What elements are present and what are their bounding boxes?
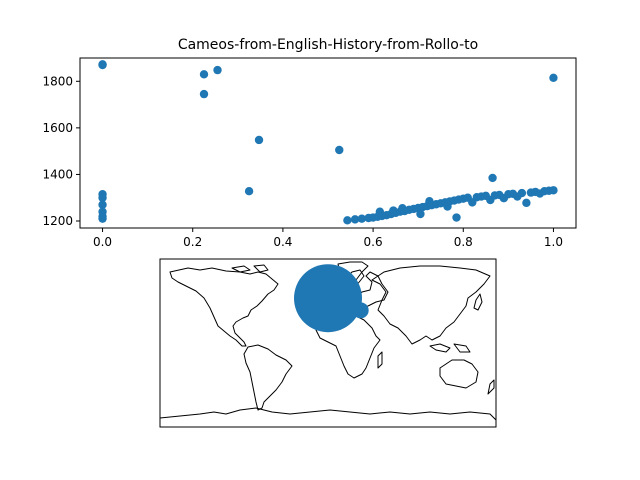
map-marker — [352, 302, 369, 319]
scatter-point — [213, 65, 222, 75]
scatter-point — [254, 135, 264, 145]
chart-title: Cameos-from-English-History-from-Rollo-t… — [178, 37, 478, 53]
scatter-point — [488, 173, 497, 183]
scatter-point — [244, 187, 254, 196]
y-axis-ticks: 1200 1400 1600 1800 — [42, 74, 80, 228]
y-tick-label: 1200 — [42, 214, 73, 228]
y-tick-label: 1800 — [42, 74, 73, 88]
world-map — [159, 258, 497, 428]
map-markers — [294, 264, 369, 333]
scatter-points — [98, 60, 558, 225]
scatter-point — [98, 200, 107, 209]
scatter-point — [357, 214, 367, 223]
scatter-point — [350, 215, 360, 224]
scatter-point — [199, 89, 209, 99]
y-tick-label: 1400 — [42, 167, 73, 181]
scatter-point — [522, 198, 531, 208]
x-tick-label: 1.0 — [544, 235, 563, 249]
x-tick-label: 0.6 — [364, 235, 383, 249]
scatter-point — [98, 60, 107, 69]
y-tick-label: 1600 — [42, 121, 73, 135]
scatter-point — [416, 209, 425, 219]
map-marker — [294, 264, 362, 333]
x-tick-label: 0.8 — [454, 235, 473, 249]
scatter-point — [199, 70, 209, 79]
x-tick-label: 0.2 — [183, 235, 202, 249]
x-tick-label: 0.4 — [273, 235, 292, 249]
x-axis-ticks: 0.0 0.2 0.4 0.6 0.8 1.0 — [93, 228, 563, 249]
map-frame — [159, 258, 497, 428]
scatter-point — [452, 213, 461, 222]
scatter-point — [98, 214, 107, 223]
x-tick-label: 0.0 — [93, 235, 112, 249]
scatter-point — [343, 216, 352, 225]
scatter-point — [98, 193, 107, 202]
scatter-point — [335, 145, 344, 155]
scatter-point — [549, 73, 558, 82]
scatter-point — [517, 188, 527, 198]
scatter-axes-frame — [79, 57, 577, 229]
scatter-point — [549, 186, 558, 195]
